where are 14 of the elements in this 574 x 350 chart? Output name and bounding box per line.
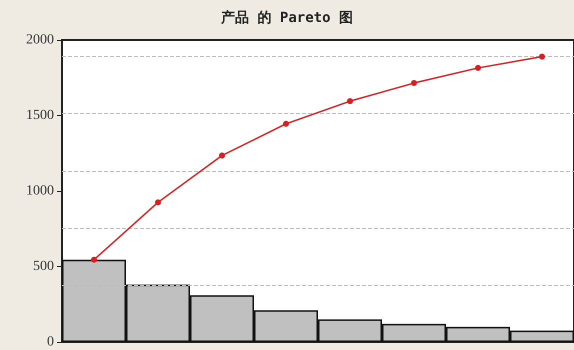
point <box>91 256 97 263</box>
point <box>347 98 353 104</box>
y-tick-label: 1500 <box>26 108 54 123</box>
point <box>411 80 417 86</box>
point <box>155 199 161 206</box>
y-tick-label: 0 <box>47 334 54 350</box>
chart-title: 产品 的 Pareto 图 <box>220 9 353 26</box>
y-tick-label: 500 <box>33 259 54 274</box>
point <box>539 54 545 60</box>
point <box>475 64 481 71</box>
point <box>283 120 289 127</box>
y-tick-label: 2000 <box>26 32 54 48</box>
y-tick-label: 1000 <box>26 184 54 198</box>
point <box>219 152 225 159</box>
